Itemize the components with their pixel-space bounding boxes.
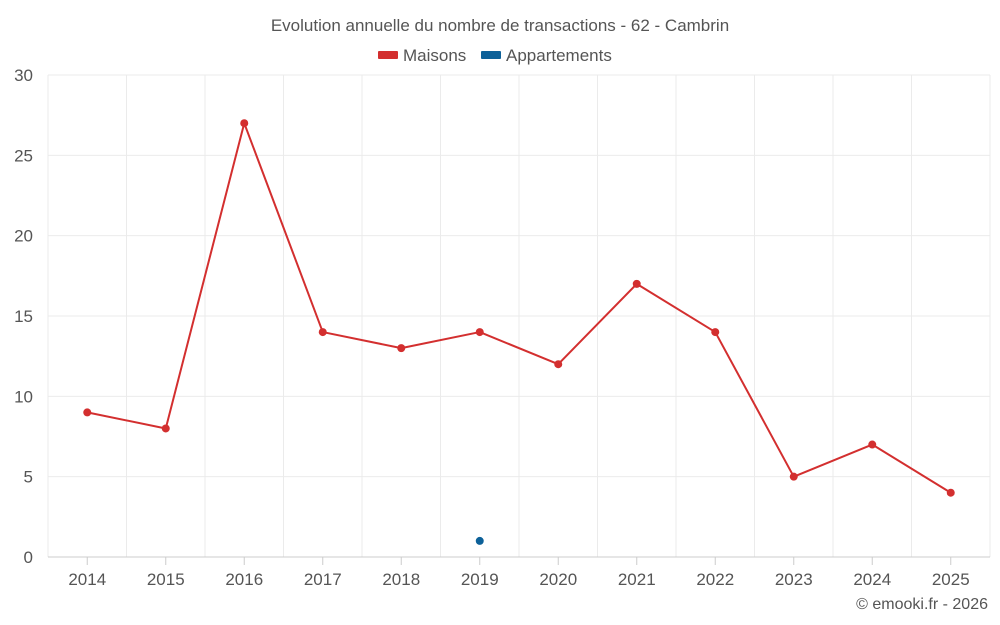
x-tick-label: 2016 — [225, 570, 263, 589]
series — [83, 119, 955, 545]
data-point-maisons-2014[interactable] — [83, 408, 92, 417]
x-tick-label: 2018 — [382, 570, 420, 589]
chart-title: Evolution annuelle du nombre de transact… — [271, 16, 729, 35]
data-point-maisons-2025[interactable] — [946, 488, 955, 497]
data-point-maisons-2015[interactable] — [161, 424, 170, 433]
y-tick-label: 20 — [14, 227, 33, 246]
data-point-maisons-2023[interactable] — [789, 472, 798, 481]
series-appartements — [475, 536, 484, 545]
data-point-maisons-2017[interactable] — [318, 328, 327, 337]
y-tick-label: 0 — [24, 548, 33, 567]
series-line-maisons — [87, 122, 952, 494]
legend-label-appartements: Appartements — [506, 46, 612, 65]
legend-swatch-maisons — [378, 51, 398, 59]
data-point-maisons-2020[interactable] — [554, 360, 563, 369]
y-tick-label: 25 — [14, 146, 33, 165]
y-tick-label: 30 — [14, 66, 33, 85]
y-tick-label: 5 — [24, 468, 33, 487]
legend-label-maisons: Maisons — [403, 46, 466, 65]
data-point-maisons-2019[interactable] — [475, 328, 484, 337]
x-tick-label: 2021 — [618, 570, 656, 589]
x-tick-label: 2023 — [775, 570, 813, 589]
data-point-appartements-2019[interactable] — [475, 536, 484, 545]
gridlines — [47, 74, 991, 557]
data-point-maisons-2018[interactable] — [397, 344, 406, 353]
y-tick-label: 15 — [14, 307, 33, 326]
legend: Maisons Appartements — [378, 46, 612, 65]
x-tick-label: 2015 — [147, 570, 185, 589]
x-tick-label: 2017 — [304, 570, 342, 589]
data-point-maisons-2016[interactable] — [240, 119, 249, 128]
legend-item-maisons[interactable]: Maisons — [378, 46, 466, 65]
x-tick-label: 2019 — [461, 570, 499, 589]
series-maisons — [83, 119, 955, 497]
x-tick-label: 2025 — [932, 570, 970, 589]
data-point-maisons-2021[interactable] — [632, 279, 641, 288]
x-tick-label: 2024 — [853, 570, 891, 589]
x-tick-label: 2014 — [68, 570, 106, 589]
data-point-maisons-2024[interactable] — [868, 440, 877, 449]
y-tick-label: 10 — [14, 387, 33, 406]
legend-swatch-appartements — [481, 51, 501, 59]
credit-text: © emooki.fr - 2026 — [856, 596, 988, 613]
x-tick-label: 2022 — [696, 570, 734, 589]
legend-item-appartements[interactable]: Appartements — [481, 46, 612, 65]
x-tick-label: 2020 — [539, 570, 577, 589]
data-point-maisons-2022[interactable] — [711, 328, 720, 337]
